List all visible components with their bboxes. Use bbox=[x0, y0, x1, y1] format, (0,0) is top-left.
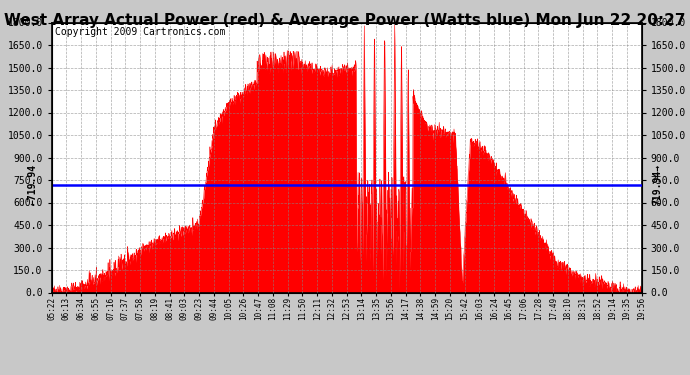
Text: Copyright 2009 Cartronics.com: Copyright 2009 Cartronics.com bbox=[55, 27, 225, 36]
Text: ←719.94: ←719.94 bbox=[28, 164, 38, 205]
Text: West Array Actual Power (red) & Average Power (Watts blue) Mon Jun 22 20:27: West Array Actual Power (red) & Average … bbox=[4, 13, 686, 28]
Text: 719.94→: 719.94→ bbox=[652, 164, 662, 205]
